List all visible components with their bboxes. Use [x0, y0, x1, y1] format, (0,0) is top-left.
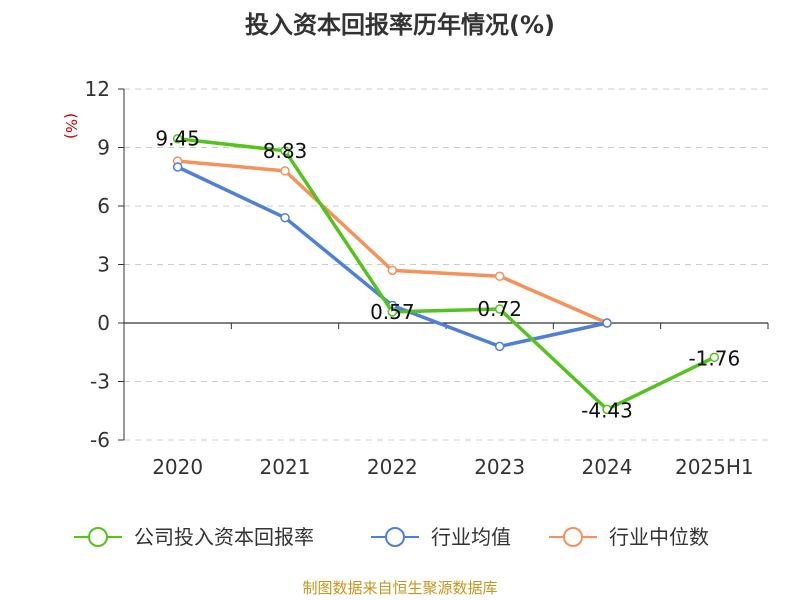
data-point	[602, 404, 612, 415]
y-tick-label: 6	[97, 194, 110, 218]
legend-marker	[88, 527, 108, 547]
data-point	[494, 341, 505, 352]
legend-label: 行业均值	[431, 525, 511, 549]
legend-item: 行业中位数	[549, 525, 709, 549]
axes: 12 9 6 3 0 -3 -6 2020 2021 2022 2023 2024 2025H1	[85, 77, 769, 479]
data-point	[494, 271, 505, 281]
series-line	[177, 159, 608, 325]
series-layer	[172, 133, 720, 415]
x-tick-label: 2023	[474, 455, 525, 479]
y-axis-label: (%)	[62, 113, 80, 139]
data-point	[280, 146, 290, 156]
data-point	[494, 304, 505, 314]
data-label: -1.76	[688, 346, 740, 370]
data-point	[387, 265, 398, 276]
data-point	[172, 133, 183, 144]
data-label: 0.57	[370, 300, 415, 324]
data-point	[387, 307, 398, 317]
data-label: 0.72	[477, 297, 522, 321]
y-tick-label: -6	[90, 428, 110, 452]
x-tick-label: 2022	[367, 455, 418, 479]
data-point	[709, 352, 720, 363]
legend-label: 行业中位数	[609, 525, 709, 549]
data-point	[602, 318, 612, 328]
y-tick-label: 12	[85, 77, 110, 101]
data-point	[280, 166, 290, 176]
data-labels: 9.45 8.83 0.57 0.72 -4.43 -1.76	[155, 127, 740, 423]
source-note: 制图数据来自恒生聚源数据库	[302, 579, 497, 597]
legend: 公司投入资本回报率 行业均值 行业中位数	[74, 525, 709, 549]
y-tick-label: 0	[97, 311, 110, 335]
y-tick-label: -3	[90, 370, 110, 394]
legend-label: 公司投入资本回报率	[134, 525, 314, 549]
data-point	[172, 162, 183, 172]
legend-item: 行业均值	[371, 525, 511, 549]
y-tick-label: 3	[97, 253, 110, 277]
legend-marker	[385, 527, 405, 547]
data-label: 9.45	[155, 127, 200, 151]
y-tick-label: 9	[97, 136, 110, 160]
data-point	[280, 212, 290, 223]
grid-lines	[124, 88, 768, 441]
data-label: -4.43	[581, 398, 633, 422]
legend-item: 公司投入资本回报率	[74, 525, 314, 549]
data-label: 8.83	[263, 139, 308, 163]
series-line	[177, 136, 716, 412]
x-tick-label: 2025H1	[675, 455, 754, 479]
x-tick-label: 2021	[260, 455, 311, 479]
chart-title: 投入资本回报率历年情况(%)	[245, 11, 555, 39]
x-tick-label: 2020	[152, 455, 203, 479]
legend-marker	[563, 527, 583, 547]
x-tick-label: 2024	[582, 455, 633, 479]
